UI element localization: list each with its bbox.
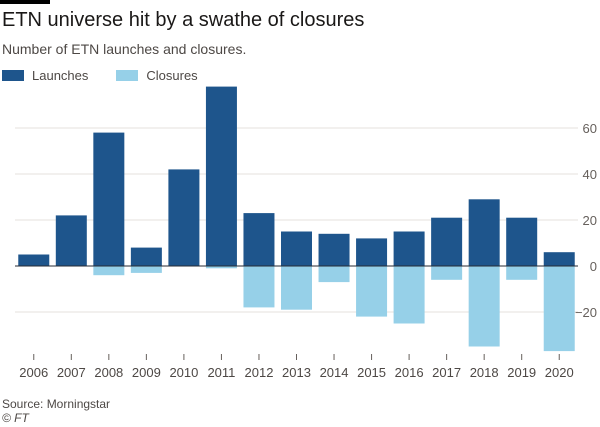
x-tick-label: 2006 — [19, 365, 48, 380]
y-tick-label: −20 — [575, 305, 597, 320]
bar-launches-2020 — [543, 252, 575, 266]
bar-launches-2012 — [243, 213, 275, 266]
bar-launches-2017 — [431, 217, 463, 266]
bar-launches-2009 — [130, 247, 162, 266]
bar-closures-2015 — [356, 266, 388, 317]
x-tick-label: 2017 — [432, 365, 461, 380]
x-tick-label: 2008 — [94, 365, 123, 380]
legend-item-closures: Closures — [116, 67, 198, 83]
x-tick-label: 2018 — [470, 365, 499, 380]
x-tick-label: 2011 — [207, 365, 235, 380]
bar-closures-2009 — [130, 266, 162, 273]
x-tick-label: 2016 — [395, 365, 424, 380]
bar-closures-2008 — [93, 266, 125, 276]
bar-launches-2013 — [281, 231, 312, 266]
x-tick-label: 2013 — [282, 365, 311, 380]
legend-label-closures: Closures — [146, 67, 198, 83]
x-tick-label: 2020 — [545, 365, 574, 380]
legend-swatch-launches — [2, 69, 24, 81]
bar-launches-2008 — [93, 132, 125, 266]
y-tick-label: 40 — [583, 167, 597, 182]
x-tick-label: 2014 — [320, 365, 349, 380]
brand-bar — [0, 0, 50, 4]
bar-closures-2013 — [281, 266, 312, 310]
x-tick-label: 2009 — [132, 365, 161, 380]
bar-closures-2019 — [506, 266, 538, 280]
legend-item-launches: Launches — [2, 68, 88, 83]
bar-closures-2011 — [205, 266, 237, 269]
bar-closures-2012 — [243, 266, 275, 308]
y-tick-label: 60 — [583, 121, 597, 136]
x-tick-label: 2019 — [507, 365, 536, 380]
bar-launches-2010 — [168, 169, 200, 266]
bar-launches-2015 — [356, 238, 388, 266]
ft-logo: © FT — [2, 411, 29, 425]
legend-swatch-closures — [116, 69, 139, 81]
y-axis-ticks: 60 40 20 0 −20 — [575, 121, 597, 320]
bar-closures-2014 — [318, 266, 350, 283]
bar-closures-2016 — [393, 266, 425, 324]
x-tick-label: 2010 — [169, 365, 198, 380]
y-tick-label: 20 — [583, 213, 597, 228]
source-note: Source: Morningstar — [2, 397, 111, 411]
x-tick-label: 2012 — [245, 365, 274, 380]
legend-label-launches: Launches — [32, 67, 89, 83]
bar-launches-2016 — [393, 231, 425, 266]
x-axis-ticks: 2006 2007 2008 2009 2010 2011 2012 2013 2014 2015… — [19, 354, 574, 380]
x-tick-label: 2007 — [57, 365, 86, 380]
bar-closures-2018 — [468, 266, 500, 347]
chart-title: ETN universe hit by a swathe of closures — [2, 9, 365, 31]
chart-legend: Launches Closures — [2, 66, 226, 84]
y-tick-label: 0 — [590, 259, 597, 274]
bar-closures-2017 — [431, 266, 463, 280]
chart-subtitle: Number of ETN launches and closures. — [2, 41, 247, 57]
bar-launches-2014 — [318, 233, 350, 266]
bar-closures-2020 — [543, 266, 575, 352]
x-tick-label: 2015 — [357, 365, 386, 380]
bar-launches-2006 — [18, 254, 50, 266]
bar-launches-2011 — [205, 86, 237, 266]
bar-launches-2019 — [506, 217, 538, 266]
bar-launches-2007 — [55, 215, 87, 266]
chart-bars — [18, 86, 575, 352]
bar-launches-2018 — [468, 199, 500, 266]
